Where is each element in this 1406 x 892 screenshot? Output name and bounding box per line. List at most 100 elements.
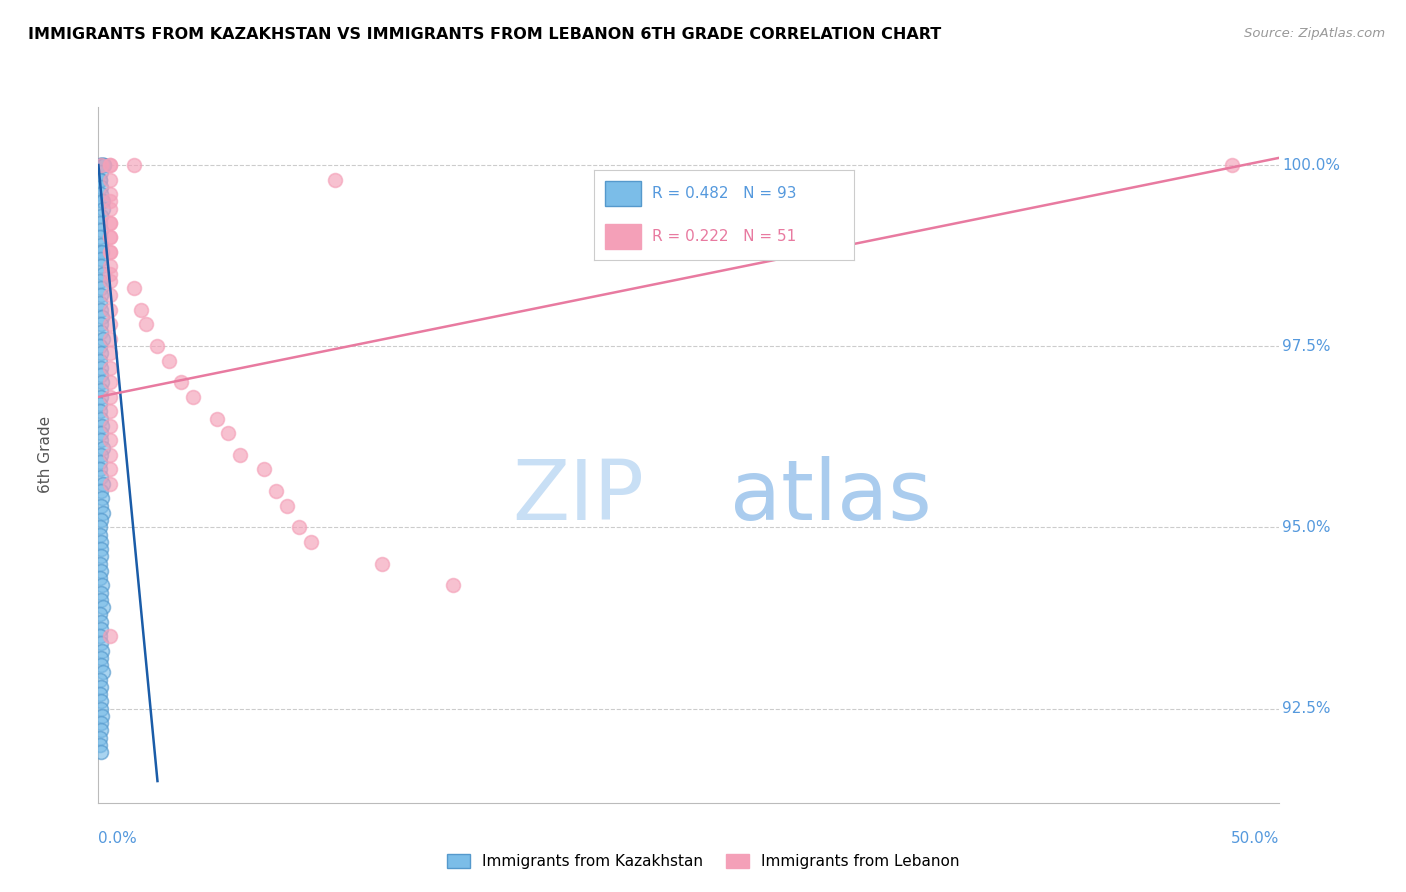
Point [98, 404, 121, 418]
Point [98, 390, 121, 404]
Point [98, 419, 121, 434]
Point [98, 216, 121, 230]
Point [98, 376, 121, 390]
Point [90, 716, 112, 731]
Point [90, 411, 112, 425]
Point [90, 469, 112, 483]
Point [91, 332, 114, 346]
Legend: Immigrants from Kazakhstan, Immigrants from Lebanon: Immigrants from Kazakhstan, Immigrants f… [440, 848, 966, 875]
Point [90, 288, 112, 302]
Point [89, 245, 111, 260]
Point [276, 499, 298, 513]
Point [91, 441, 114, 455]
Text: 0.0%: 0.0% [98, 830, 138, 846]
Point [90, 593, 112, 607]
Point [90, 325, 112, 339]
Point [98, 216, 121, 230]
Point [98, 318, 121, 332]
Point [371, 557, 394, 571]
Point [90, 223, 112, 237]
Point [89, 731, 111, 745]
Point [90, 694, 112, 708]
Point [93, 158, 115, 172]
Point [89, 158, 111, 172]
Point [323, 172, 346, 186]
Point [90, 303, 112, 318]
Text: 50.0%: 50.0% [1232, 830, 1279, 846]
Point [91, 310, 114, 325]
Point [89, 520, 111, 534]
Point [89, 455, 111, 469]
Point [98, 172, 121, 186]
Point [90, 723, 112, 738]
Point [98, 158, 121, 172]
Point [91, 600, 114, 615]
Point [288, 520, 311, 534]
Point [89, 629, 111, 643]
Point [89, 216, 111, 230]
Text: 97.5%: 97.5% [1282, 339, 1330, 354]
Point [122, 281, 145, 295]
Point [89, 527, 111, 541]
Point [122, 158, 145, 172]
Point [90, 361, 112, 376]
Text: Source: ZipAtlas.com: Source: ZipAtlas.com [1244, 27, 1385, 40]
Point [91, 158, 114, 172]
Bar [605, 180, 641, 206]
Point [90, 622, 112, 636]
Point [98, 245, 121, 260]
Point [90, 158, 112, 172]
Point [91, 419, 114, 434]
Point [98, 434, 121, 448]
Point [217, 426, 239, 441]
Point [89, 673, 111, 687]
Point [90, 448, 112, 462]
Point [91, 491, 114, 506]
Point [1220, 158, 1243, 172]
Point [89, 687, 111, 701]
Point [90, 564, 112, 578]
Point [98, 260, 121, 274]
Point [205, 411, 228, 425]
Bar [605, 224, 641, 249]
Point [89, 353, 111, 368]
Point [89, 557, 111, 571]
Point [90, 549, 112, 564]
Point [181, 390, 204, 404]
Point [89, 339, 111, 353]
Point [89, 172, 111, 186]
Point [98, 230, 121, 244]
Point [89, 571, 111, 585]
Point [89, 607, 111, 622]
Point [90, 651, 112, 665]
Point [98, 230, 121, 244]
Point [89, 462, 111, 476]
Point [90, 680, 112, 694]
Point [90, 158, 112, 172]
Point [89, 404, 111, 418]
Point [90, 542, 112, 557]
Point [90, 434, 112, 448]
Text: R = 0.482   N = 93: R = 0.482 N = 93 [651, 186, 796, 201]
Point [129, 303, 152, 318]
Point [441, 578, 464, 592]
Point [91, 158, 114, 172]
Point [89, 397, 111, 411]
Text: IMMIGRANTS FROM KAZAKHSTAN VS IMMIGRANTS FROM LEBANON 6TH GRADE CORRELATION CHAR: IMMIGRANTS FROM KAZAKHSTAN VS IMMIGRANTS… [28, 27, 942, 42]
Point [90, 187, 112, 202]
Point [90, 179, 112, 194]
Point [91, 194, 114, 209]
Text: 6th Grade: 6th Grade [38, 417, 53, 493]
Point [98, 332, 121, 346]
Point [89, 158, 111, 172]
Point [91, 506, 114, 520]
Point [90, 368, 112, 383]
Point [98, 187, 121, 202]
Point [89, 274, 111, 288]
Point [98, 194, 121, 209]
Point [90, 390, 112, 404]
Point [135, 318, 157, 332]
Point [229, 448, 252, 462]
Point [98, 629, 121, 643]
Point [264, 484, 287, 499]
